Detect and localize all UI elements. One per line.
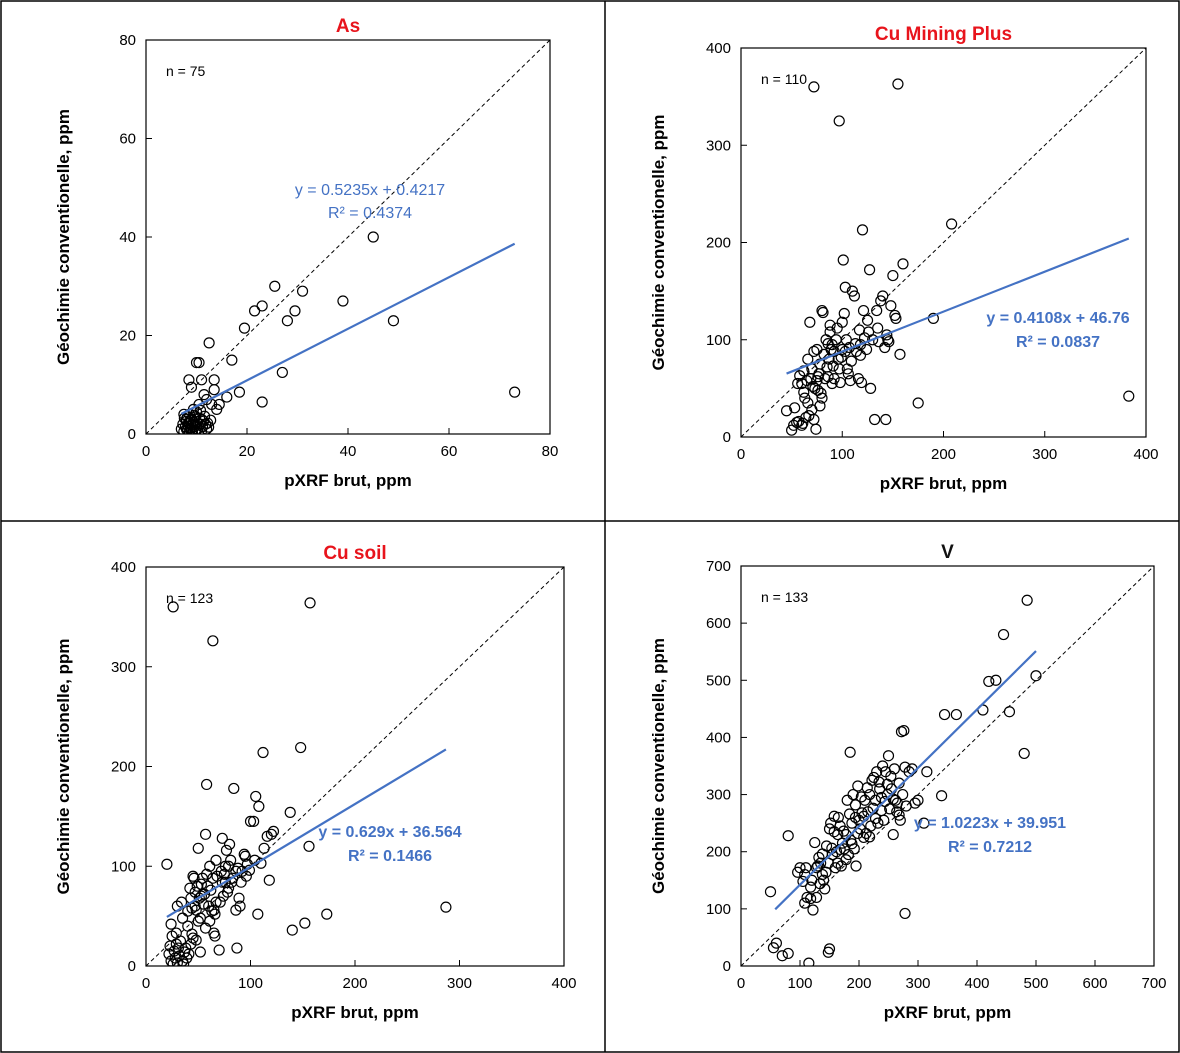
- y-axis-label: Géochimie conventionelle, ppm: [54, 109, 73, 365]
- n-annotation: n = 133: [761, 589, 808, 605]
- y-tick-label: 300: [706, 137, 731, 154]
- chart-title: Cu soil: [323, 543, 386, 564]
- y-tick-label: 0: [723, 958, 731, 975]
- r-squared: R² = 0.0837: [1016, 334, 1100, 351]
- y-tick-label: 400: [111, 559, 136, 576]
- x-tick-label: 600: [1082, 975, 1107, 992]
- x-tick-label: 100: [830, 446, 855, 463]
- x-tick-label: 700: [1141, 975, 1166, 992]
- chart-v: V 0 100 200 300 400 500 600 700 0 100 200 300 400 500 6…: [590, 526, 1180, 1053]
- y-tick-label: 600: [706, 615, 731, 632]
- x-tick-label: 400: [551, 975, 576, 992]
- x-tick-label: 100: [238, 975, 263, 992]
- n-annotation: n = 110: [761, 71, 807, 87]
- y-tick-label: 100: [706, 332, 731, 349]
- chart-svg: Cu soil 0 100 200 300 400 0 100 200 300 400 pXRF br…: [54, 543, 577, 1022]
- r-squared: R² = 0.1466: [348, 848, 432, 865]
- y-tick-label: 400: [706, 729, 731, 746]
- x-tick-label: 20: [239, 443, 256, 460]
- x-tick-label: 0: [142, 975, 150, 992]
- x-tick-label: 100: [787, 975, 812, 992]
- regression-equation: y = 0.5235x + 0.4217: [295, 182, 445, 199]
- chart-svg: Cu Mining Plus 0 100 200 300 400 0 100 200 300 400…: [649, 24, 1159, 493]
- y-tick-label: 100: [706, 901, 731, 918]
- y-tick-label: 200: [706, 844, 731, 861]
- regression-equation: y = 0.4108x + 46.76: [986, 310, 1129, 327]
- chart-cu-soil: Cu soil 0 100 200 300 400 0 100 200 300 400 pXRF br…: [0, 526, 605, 1053]
- chart-svg: V 0 100 200 300 400 500 600 700 0 100 200 300 400 500 6…: [649, 542, 1167, 1022]
- x-tick-label: 500: [1023, 975, 1048, 992]
- x-axis-label: pXRF brut, ppm: [880, 474, 1007, 493]
- chart-svg: As 0 20 40 60 80 0 20 40 60 80 pXRF brut, ppm Géochi…: [54, 16, 559, 490]
- x-tick-label: 0: [737, 975, 745, 992]
- y-tick-label: 40: [119, 229, 136, 246]
- y-tick-label: 700: [706, 558, 731, 575]
- x-tick-label: 300: [1032, 446, 1057, 463]
- regression-equation: y = 1.0223x + 39.951: [914, 815, 1066, 832]
- chart-title: Cu Mining Plus: [875, 24, 1012, 45]
- y-tick-label: 0: [723, 429, 731, 446]
- x-tick-label: 200: [931, 446, 956, 463]
- chart-as: As 0 20 40 60 80 0 20 40 60 80 pXRF brut, ppm Géochi…: [0, 0, 605, 521]
- x-tick-label: 400: [1133, 446, 1158, 463]
- n-annotation: n = 123: [166, 590, 213, 606]
- x-tick-label: 200: [846, 975, 871, 992]
- chart-title: V: [941, 542, 954, 563]
- y-tick-label: 200: [111, 759, 136, 776]
- x-tick-label: 40: [340, 443, 357, 460]
- y-tick-label: 300: [111, 659, 136, 676]
- x-tick-label: 80: [542, 443, 559, 460]
- y-tick-label: 500: [706, 672, 731, 689]
- x-tick-label: 0: [142, 443, 150, 460]
- x-tick-label: 300: [447, 975, 472, 992]
- x-tick-label: 200: [342, 975, 367, 992]
- x-tick-label: 0: [737, 446, 745, 463]
- y-tick-label: 80: [119, 32, 136, 49]
- chart-title: As: [336, 16, 360, 37]
- y-axis-label: Géochimie conventionelle, ppm: [54, 639, 73, 895]
- y-axis-label: Géochimie conventionelle, ppm: [649, 115, 668, 371]
- r-squared: R² = 0.4374: [328, 205, 412, 222]
- y-tick-label: 300: [706, 787, 731, 804]
- y-axis-label: Géochimie conventionelle, ppm: [649, 638, 668, 894]
- y-tick-label: 400: [706, 40, 731, 57]
- y-tick-label: 200: [706, 235, 731, 252]
- y-tick-label: 0: [128, 958, 136, 975]
- x-axis-label: pXRF brut, ppm: [291, 1003, 418, 1022]
- x-axis-label: pXRF brut, ppm: [284, 471, 411, 490]
- y-tick-label: 20: [119, 328, 136, 345]
- n-annotation: n = 75: [166, 63, 206, 79]
- y-tick-label: 0: [128, 426, 136, 443]
- x-tick-label: 60: [441, 443, 458, 460]
- x-tick-label: 300: [905, 975, 930, 992]
- x-tick-label: 400: [964, 975, 989, 992]
- y-tick-label: 60: [119, 131, 136, 148]
- regression-equation: y = 0.629x + 36.564: [318, 824, 461, 841]
- x-axis-label: pXRF brut, ppm: [884, 1003, 1011, 1022]
- y-tick-label: 100: [111, 858, 136, 875]
- chart-cu-mining-plus: Cu Mining Plus 0 100 200 300 400 0 100 200 300 400…: [590, 0, 1180, 521]
- r-squared: R² = 0.7212: [948, 839, 1032, 856]
